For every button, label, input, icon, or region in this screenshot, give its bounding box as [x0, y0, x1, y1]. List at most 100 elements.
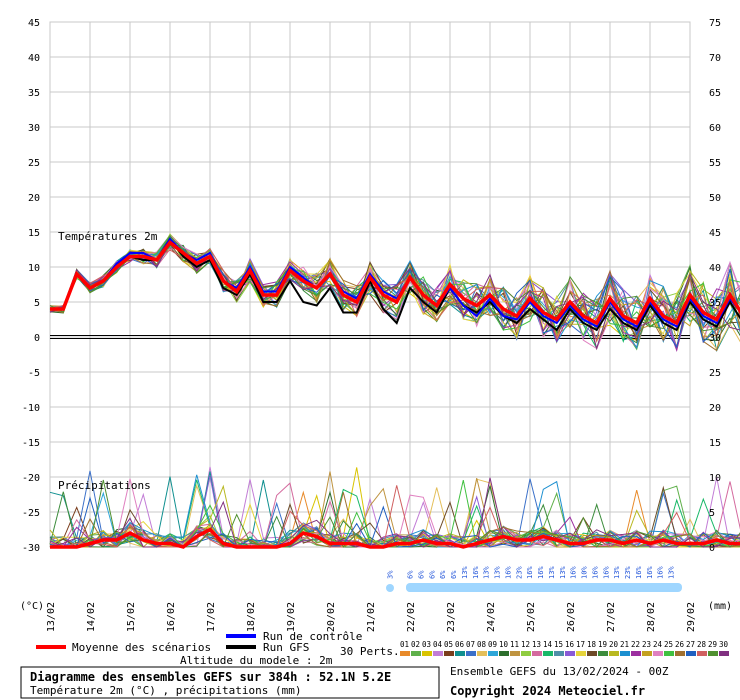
member-number-label: 03	[422, 640, 431, 649]
member-color-swatch	[543, 651, 553, 656]
legend-control-label: Run de contrôle	[263, 630, 362, 643]
snow-marker	[427, 584, 436, 592]
y-left-tick-label: 40	[28, 53, 40, 64]
mean-temperature-line	[50, 240, 740, 326]
member-color-swatch	[554, 651, 564, 656]
snow-marker	[438, 584, 447, 592]
x-tick-label: 27/02	[606, 602, 617, 632]
y-right-tick-label: 70	[709, 53, 721, 64]
member-number-label: 20	[609, 640, 619, 649]
snow-probability-label: 16%	[635, 566, 643, 579]
member-number-label: 14	[543, 640, 553, 649]
member-color-swatch	[631, 651, 641, 656]
snow-probability-row: 3% 6% 6% 6% 6% 6% 13% 16% 13% 13% 16% 23% 16% 16% 13% 1…	[386, 566, 682, 592]
snow-probability-label: 23%	[624, 566, 632, 579]
snow-probability-label: 16%	[591, 566, 599, 579]
snow-probability-label: 13%	[461, 566, 469, 579]
member-number-label: 18	[587, 640, 597, 649]
snow-probability-label: 6%	[407, 570, 415, 579]
member-color-swatch	[510, 651, 520, 656]
member-number-label: 26	[675, 640, 685, 649]
member-color-swatch	[521, 651, 531, 656]
snow-marker	[525, 584, 534, 592]
y-right-tick-label: 40	[709, 263, 721, 274]
y-left-tick-label: 35	[28, 88, 40, 99]
member-color-swatch	[653, 651, 663, 656]
snow-probability-label: 16%	[602, 566, 610, 579]
chart-subtitle: Température 2m (°C) , précipitations (mm…	[30, 684, 302, 697]
member-number-label: 21	[620, 640, 629, 649]
snow-marker	[612, 584, 621, 592]
member-color-swatch	[466, 651, 476, 656]
x-tick-label: 28/02	[646, 602, 657, 632]
precipitation-label: Précipitations	[58, 479, 151, 492]
y-left-tick-label: -5	[28, 368, 40, 379]
member-number-label: 30	[719, 640, 729, 649]
member-number-label: 19	[598, 640, 607, 649]
y-right-tick-label: 10	[709, 473, 721, 484]
snow-probability-label: 16%	[472, 566, 480, 579]
snow-marker	[493, 584, 502, 592]
member-temperature-line	[49, 235, 740, 332]
snow-marker	[634, 584, 643, 592]
x-tick-label: 16/02	[166, 602, 177, 632]
y-right-tick-label: 45	[709, 228, 721, 239]
y-right-tick-label: 55	[709, 158, 721, 169]
snow-probability-label: 6%	[428, 570, 436, 579]
y-right-tick-label: 35	[709, 298, 721, 309]
member-number-label: 16	[565, 640, 575, 649]
member-number-label: 06	[455, 640, 465, 649]
member-precipitation-line	[49, 477, 740, 548]
member-color-swatch	[433, 651, 443, 656]
member-color-swatch	[620, 651, 630, 656]
member-number-label: 17	[576, 640, 585, 649]
y-left-tick-label: 30	[28, 123, 40, 134]
x-tick-label: 17/02	[206, 602, 217, 632]
copyright-label: Copyright 2024 Meteociel.fr	[450, 684, 645, 698]
y-right-tick-label: 50	[709, 193, 721, 204]
legend-gfs-label: Run GFS	[263, 641, 309, 654]
snow-marker	[416, 584, 425, 592]
member-color-swatch	[686, 651, 696, 656]
snow-probability-label: 13%	[559, 566, 567, 579]
mean-precipitation-line	[50, 527, 740, 549]
member-color-swatch	[400, 651, 410, 656]
right-unit-label: (mm)	[708, 601, 732, 612]
member-number-label: 12	[521, 640, 530, 649]
left-unit-label: (°C)	[20, 601, 44, 612]
snow-marker	[558, 584, 567, 592]
snow-probability-label: 13%	[613, 566, 621, 579]
member-number-label: 02	[411, 640, 420, 649]
y-left-tick-label: 45	[28, 18, 40, 29]
snow-probability-label: 16%	[504, 566, 512, 579]
y-left-tick-label: -25	[22, 508, 40, 519]
y-left-tick-label: 10	[28, 263, 40, 274]
y-left-tick-label: 0	[34, 333, 40, 344]
snow-marker	[623, 584, 632, 592]
snow-marker	[590, 584, 599, 592]
y-right-tick-label: 0	[709, 543, 715, 554]
member-series	[49, 233, 740, 549]
x-tick-label: 29/02	[686, 602, 697, 632]
temperature-label: Températures 2m	[58, 230, 158, 243]
member-color-swatch	[719, 651, 729, 656]
snow-probability-label: 6%	[417, 570, 425, 579]
snow-probability-label: 16%	[657, 566, 665, 579]
y-right-tick-label: 25	[709, 368, 721, 379]
snow-probability-label: 13%	[483, 566, 491, 579]
member-color-swatch	[411, 651, 421, 656]
snow-marker	[536, 584, 545, 592]
snow-probability-label: 6%	[439, 570, 447, 579]
member-number-label: 23	[642, 640, 651, 649]
chart-axes: 454035302520151050-5-10-15-20-25-3075706…	[22, 18, 721, 632]
member-color-swatch	[664, 651, 674, 656]
snow-probability-label: 23%	[515, 566, 523, 579]
snow-marker	[656, 584, 665, 592]
member-color-swatch	[598, 651, 608, 656]
member-number-label: 25	[664, 640, 673, 649]
y-right-tick-label: 65	[709, 88, 721, 99]
snow-marker	[482, 584, 491, 592]
snow-marker	[580, 584, 589, 592]
legend-perts-label: 30 Perts.	[340, 645, 400, 658]
